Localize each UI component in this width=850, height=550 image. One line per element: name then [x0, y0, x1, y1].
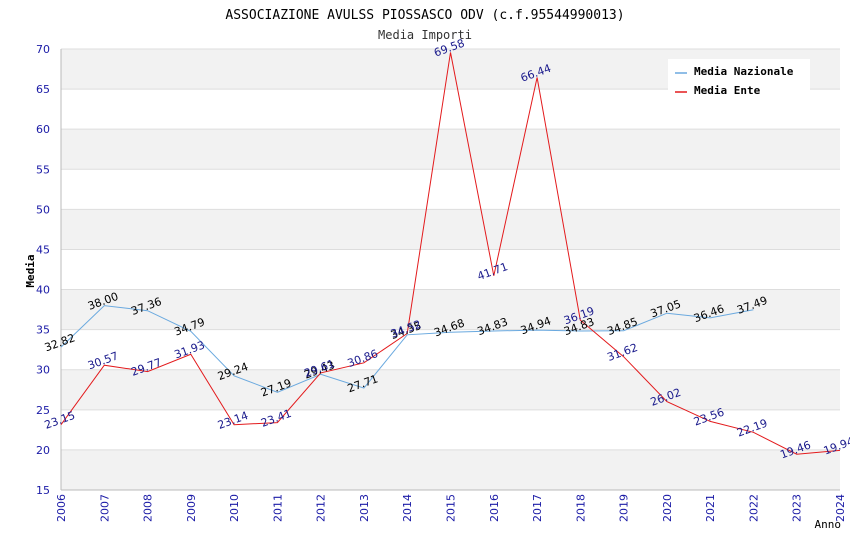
- y-tick-35: 35: [36, 324, 50, 337]
- y-axis-label: Media: [24, 254, 37, 287]
- x-tick-2007: 2007: [98, 494, 111, 522]
- axes: [60, 49, 840, 491]
- chart-subtitle: Media Importi: [378, 28, 472, 42]
- y-tick-55: 55: [36, 163, 50, 176]
- gridlines: [61, 48, 840, 491]
- x-tick-2010: 2010: [228, 494, 241, 522]
- y-tick-labels: 15 20 25 30 35 40 45 50 55 60 65 70: [36, 43, 50, 497]
- y-tick-20: 20: [36, 444, 50, 457]
- band-25-30: [61, 369, 840, 410]
- x-tick-2023: 2023: [791, 494, 804, 522]
- chart-title: ASSOCIAZIONE AVULSS PIOSSASCO ODV (c.f.9…: [225, 8, 624, 23]
- y-tick-40: 40: [36, 284, 50, 297]
- band-15-20: [61, 449, 840, 490]
- x-tick-labels: 2006 2007 2008 2009 2010 2011 2012 2013 2014 2015…: [55, 494, 847, 522]
- x-tick-2009: 2009: [185, 494, 198, 522]
- data-label-media-ente-2022: 22.19: [735, 417, 769, 440]
- series-line-media-nazionale: [60, 305, 754, 393]
- x-tick-2006: 2006: [55, 494, 68, 522]
- y-tick-65: 65: [36, 83, 50, 96]
- y-tick-30: 30: [36, 364, 50, 377]
- x-tick-2020: 2020: [661, 494, 674, 522]
- x-tick-2011: 2011: [271, 494, 284, 522]
- data-label-media-ente-2007: 30.57: [86, 349, 120, 372]
- series-line-media-ente: [60, 52, 841, 455]
- y-tick-50: 50: [36, 203, 50, 216]
- x-tick-2016: 2016: [488, 494, 501, 522]
- x-tick-2019: 2019: [618, 494, 631, 522]
- band-35-40: [61, 289, 840, 330]
- data-label-media-ente-2013: 30.86: [346, 347, 380, 370]
- data-label-media-ente-2016: 41.71: [476, 260, 510, 283]
- legend-label-media-nazionale: Media Nazionale: [694, 65, 794, 78]
- x-tick-2014: 2014: [401, 494, 414, 522]
- legend: Media Nazionale Media Ente: [668, 59, 810, 101]
- band-55-60: [61, 129, 840, 170]
- data-label-media-ente-2019: 31.62: [605, 341, 639, 364]
- y-tick-15: 15: [36, 484, 50, 497]
- y-tick-25: 25: [36, 404, 50, 417]
- x-tick-2022: 2022: [747, 494, 760, 522]
- x-tick-2012: 2012: [315, 494, 328, 522]
- x-tick-2017: 2017: [531, 494, 544, 522]
- legend-label-media-ente: Media Ente: [694, 84, 761, 97]
- x-tick-2024: 2024: [834, 494, 847, 522]
- x-tick-2021: 2021: [704, 494, 717, 522]
- legend-box: [668, 59, 810, 101]
- x-axis-label: Anno: [815, 518, 842, 531]
- band-45-50: [61, 209, 840, 250]
- y-tick-70: 70: [36, 43, 50, 56]
- y-tick-45: 45: [36, 243, 50, 256]
- data-label-media-ente-2009: 31.93: [173, 338, 207, 361]
- x-tick-2015: 2015: [445, 494, 458, 522]
- data-label-media-ente-2010: 23.14: [216, 409, 250, 432]
- y-tick-60: 60: [36, 123, 50, 136]
- series-lines: [60, 52, 841, 455]
- x-tick-2013: 2013: [358, 494, 371, 522]
- background-bands: [61, 49, 840, 490]
- x-tick-2008: 2008: [142, 494, 155, 522]
- x-tick-2018: 2018: [574, 494, 587, 522]
